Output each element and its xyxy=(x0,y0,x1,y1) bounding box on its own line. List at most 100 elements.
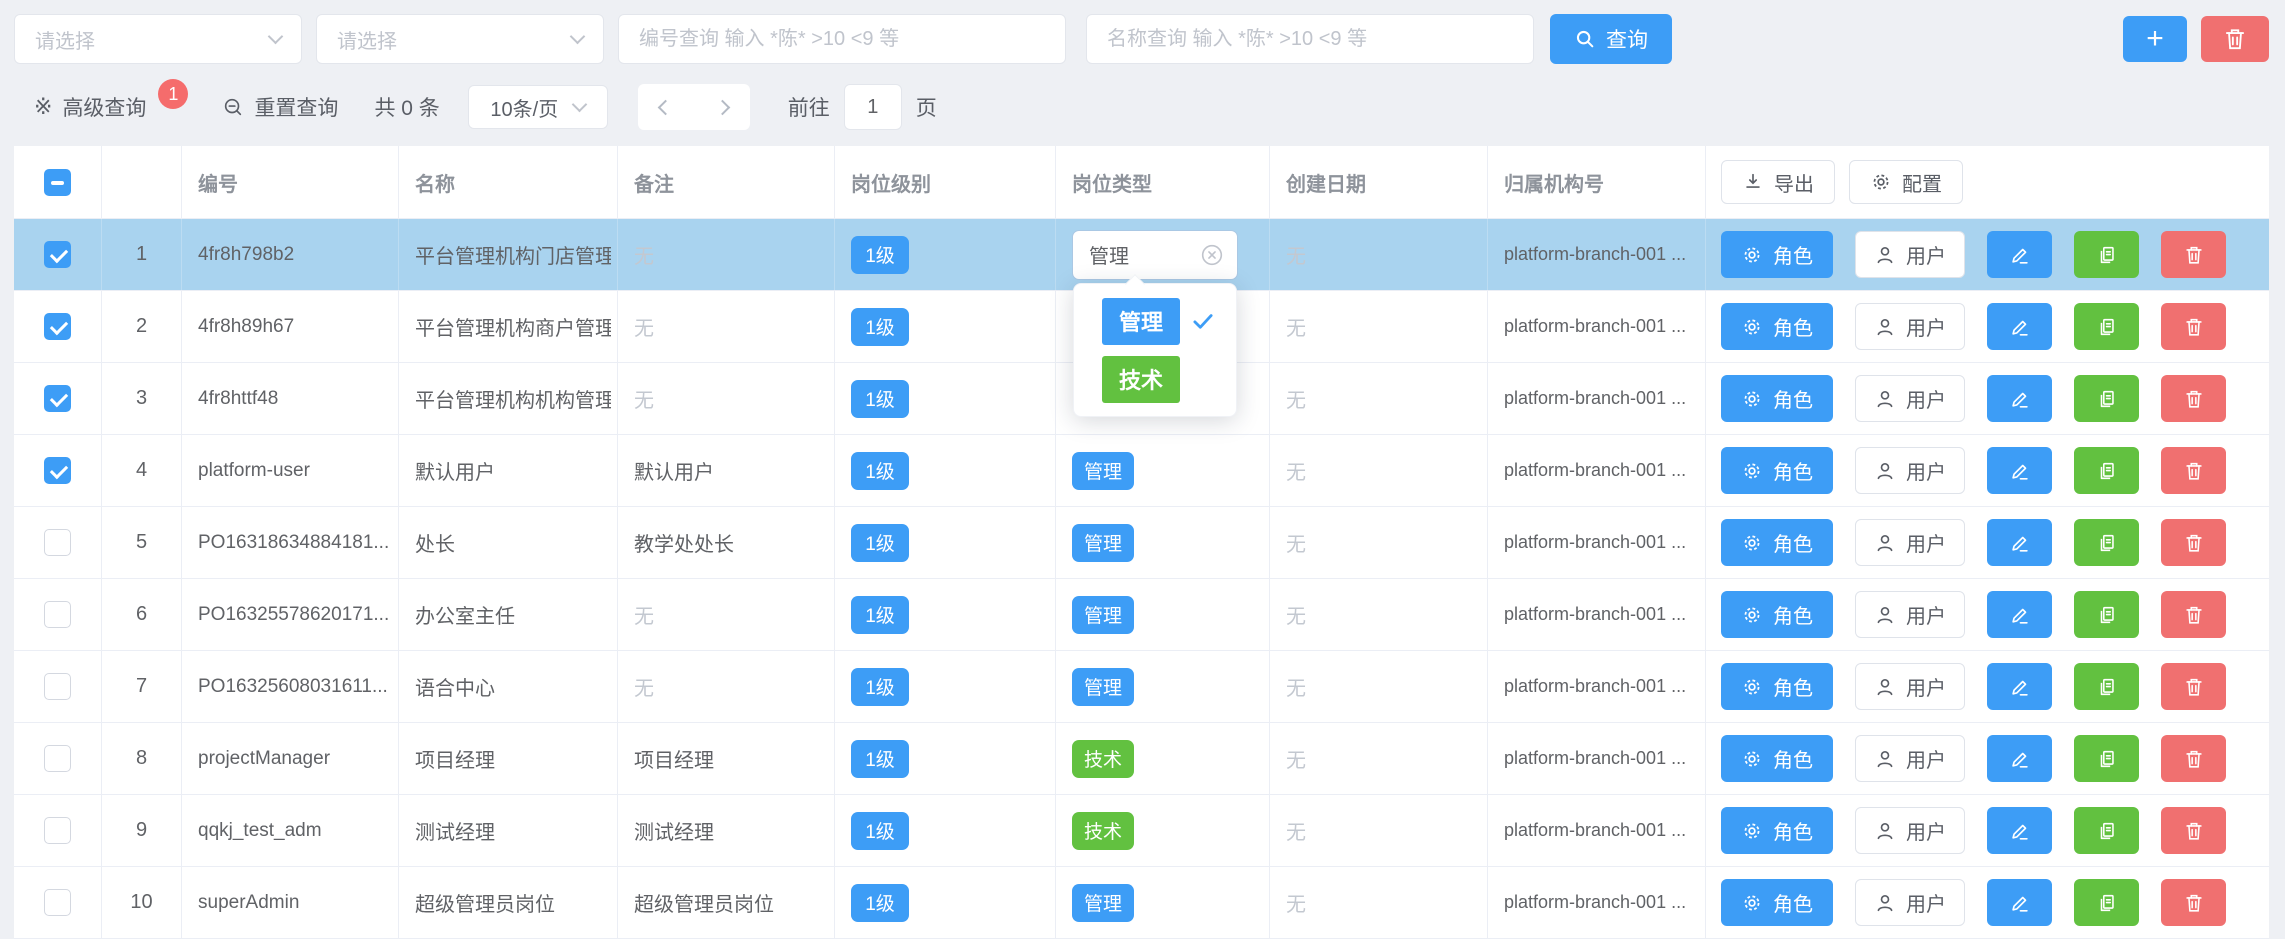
edit-button[interactable] xyxy=(1987,519,2052,566)
user-button[interactable]: 用户 xyxy=(1855,879,1965,926)
row-checkbox[interactable] xyxy=(44,385,71,412)
edit-button[interactable] xyxy=(1987,879,2052,926)
download-icon xyxy=(1742,171,1764,193)
search-button[interactable]: 查询 xyxy=(1550,14,1672,64)
dropdown-option[interactable]: 管理 xyxy=(1074,292,1236,350)
post-type-tag: 管理 xyxy=(1072,595,1135,634)
row-checkbox[interactable] xyxy=(44,889,71,916)
copy-button[interactable] xyxy=(2074,735,2139,782)
cell-org: platform-branch-001 ... xyxy=(1488,651,1706,722)
row-checkbox[interactable] xyxy=(44,817,71,844)
cell-org: platform-branch-001 ... xyxy=(1488,363,1706,434)
copy-button[interactable] xyxy=(2074,519,2139,566)
name-query-input[interactable] xyxy=(1086,14,1534,64)
role-button[interactable]: 角色 xyxy=(1721,447,1833,494)
level-tag: 1级 xyxy=(851,883,909,922)
copy-button[interactable] xyxy=(2074,807,2139,854)
copy-button[interactable] xyxy=(2074,303,2139,350)
filter-select-2[interactable]: 请选择 xyxy=(316,14,604,64)
delete-button[interactable] xyxy=(2161,807,2226,854)
user-button[interactable]: 用户 xyxy=(1855,375,1965,422)
user-button[interactable]: 用户 xyxy=(1855,807,1965,854)
advanced-query-button[interactable]: ※ 高级查询 1 xyxy=(34,79,189,122)
prev-page-button[interactable] xyxy=(657,99,674,115)
level-tag: 1级 xyxy=(851,595,909,634)
cell-type: 管理 xyxy=(1056,867,1270,938)
edit-button[interactable] xyxy=(1987,591,2052,638)
delete-button[interactable] xyxy=(2161,519,2226,566)
user-button[interactable]: 用户 xyxy=(1855,591,1965,638)
role-button[interactable]: 角色 xyxy=(1721,663,1833,710)
copy-button[interactable] xyxy=(2074,375,2139,422)
delete-button[interactable] xyxy=(2161,231,2226,278)
pencil-icon xyxy=(2009,676,2031,698)
cell-actions: 角色 用户 xyxy=(1706,219,2269,290)
config-button[interactable]: 配置 xyxy=(1849,160,1963,204)
copy-button[interactable] xyxy=(2074,663,2139,710)
role-button[interactable]: 角色 xyxy=(1721,735,1833,782)
copy-button[interactable] xyxy=(2074,447,2139,494)
cell-level: 1级 xyxy=(835,867,1056,938)
filter-select-1[interactable]: 请选择 xyxy=(14,14,302,64)
gear-icon xyxy=(1741,244,1763,266)
copy-button[interactable] xyxy=(2074,591,2139,638)
role-button[interactable]: 角色 xyxy=(1721,231,1833,278)
post-type-select[interactable]: 管理 xyxy=(1072,229,1238,280)
cell-level: 1级 xyxy=(835,723,1056,794)
clear-icon[interactable] xyxy=(1199,242,1225,268)
edit-button[interactable] xyxy=(1987,303,2052,350)
row-checkbox[interactable] xyxy=(44,601,71,628)
user-button[interactable]: 用户 xyxy=(1855,447,1965,494)
trash-icon xyxy=(2183,532,2205,554)
delete-button[interactable] xyxy=(2161,591,2226,638)
user-button[interactable]: 用户 xyxy=(1855,663,1965,710)
add-button[interactable]: + xyxy=(2123,16,2187,62)
role-button[interactable]: 角色 xyxy=(1721,519,1833,566)
reset-query-button[interactable]: 重置查询 xyxy=(222,92,338,122)
edit-button[interactable] xyxy=(1987,375,2052,422)
select-all-checkbox[interactable] xyxy=(44,168,71,196)
user-button[interactable]: 用户 xyxy=(1855,519,1965,566)
copy-button[interactable] xyxy=(2074,231,2139,278)
row-checkbox[interactable] xyxy=(44,313,71,340)
delete-button[interactable] xyxy=(2161,375,2226,422)
edit-button[interactable] xyxy=(1987,807,2052,854)
edit-button[interactable] xyxy=(1987,231,2052,278)
role-button[interactable]: 角色 xyxy=(1721,591,1833,638)
goto-page-input[interactable] xyxy=(843,84,902,130)
row-checkbox[interactable] xyxy=(44,529,71,556)
page-size-select[interactable]: 10条/页 xyxy=(467,85,608,129)
edit-button[interactable] xyxy=(1987,663,2052,710)
delete-button[interactable] xyxy=(2161,663,2226,710)
level-tag: 1级 xyxy=(851,379,909,418)
batch-delete-button[interactable] xyxy=(2201,16,2269,62)
role-button[interactable]: 角色 xyxy=(1721,879,1833,926)
user-button[interactable]: 用户 xyxy=(1855,735,1965,782)
role-button-label: 角色 xyxy=(1773,750,1813,772)
role-button[interactable]: 角色 xyxy=(1721,303,1833,350)
copy-icon xyxy=(2096,676,2118,698)
edit-button[interactable] xyxy=(1987,447,2052,494)
edit-button[interactable] xyxy=(1987,735,2052,782)
row-index: 3 xyxy=(102,363,182,434)
row-checkbox[interactable] xyxy=(44,745,71,772)
trash-icon xyxy=(2183,748,2205,770)
role-button[interactable]: 角色 xyxy=(1721,807,1833,854)
user-button[interactable]: 用户 xyxy=(1855,231,1965,278)
role-button-label: 角色 xyxy=(1773,894,1813,916)
delete-button[interactable] xyxy=(2161,735,2226,782)
copy-button[interactable] xyxy=(2074,879,2139,926)
dropdown-option[interactable]: 技术 xyxy=(1074,350,1236,408)
export-button[interactable]: 导出 xyxy=(1721,160,1835,204)
next-page-button[interactable] xyxy=(714,99,731,115)
delete-button[interactable] xyxy=(2161,447,2226,494)
role-button[interactable]: 角色 xyxy=(1721,375,1833,422)
user-button[interactable]: 用户 xyxy=(1855,303,1965,350)
delete-button[interactable] xyxy=(2161,879,2226,926)
row-checkbox[interactable] xyxy=(44,457,71,484)
row-checkbox[interactable] xyxy=(44,673,71,700)
delete-button[interactable] xyxy=(2161,303,2226,350)
row-checkbox[interactable] xyxy=(44,241,71,268)
cell-actions: 角色 用户 xyxy=(1706,651,2269,722)
code-query-input[interactable] xyxy=(618,14,1066,64)
